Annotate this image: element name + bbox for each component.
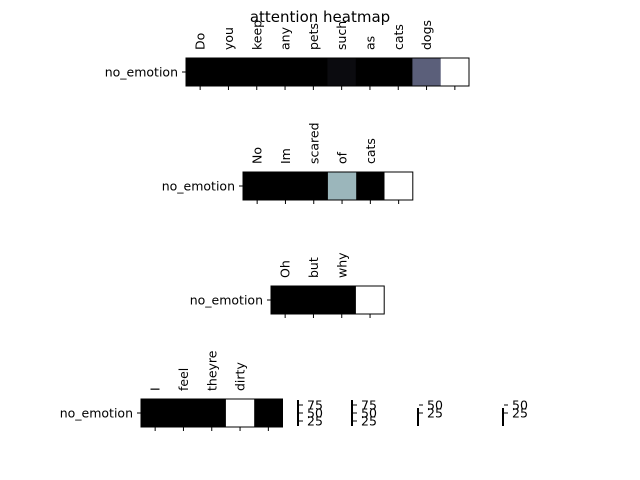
heatmap-cell: [242, 58, 272, 86]
token-label: as: [362, 36, 377, 50]
colorbar-tick-label: 25: [361, 414, 377, 429]
heatmap-cell: [169, 399, 198, 427]
figure-title: attention heatmap: [250, 8, 390, 26]
heatmap-cell: [327, 286, 357, 314]
heatmap-cell: [327, 172, 357, 200]
token-label: why: [334, 252, 349, 278]
colorbar-bar: [417, 408, 419, 426]
token-label: scared: [306, 122, 321, 164]
heatmap-cell: [254, 399, 283, 427]
heatmap-cell: [299, 286, 328, 314]
heatmap-cell: [384, 172, 414, 200]
heatmap-cell: [355, 286, 385, 314]
token-label: keep: [249, 20, 264, 50]
row-label: no_emotion: [105, 65, 178, 80]
heatmap-cell: [299, 172, 329, 200]
heatmap-cell: [141, 399, 170, 427]
colorbar-tick-label: 50: [427, 398, 443, 413]
heatmap-panel-3: no_emotion Oh but why: [190, 252, 385, 318]
heatmap-cell: [355, 58, 385, 86]
heatmap-cell: [356, 172, 385, 200]
heatmap-cell: [384, 58, 413, 86]
token-label: such: [334, 21, 349, 50]
heatmap-cell: [197, 399, 227, 427]
colorbar-bar: [297, 400, 299, 426]
token-label: cats: [363, 138, 378, 164]
heatmap-panel-1: no_emotion Do you keep any pets such as cats dogs: [105, 20, 470, 90]
token-label: pets: [306, 23, 321, 50]
token-label: No: [250, 147, 265, 164]
colorbar-tick-label: 25: [427, 406, 443, 421]
heatmap-panel-2: no_emotion No Im scared of cats: [162, 122, 414, 204]
token-label: dogs: [419, 20, 434, 50]
heatmap-panel-4: no_emotion I feel theyre dirty: [60, 350, 283, 431]
heatmap-cell: [270, 58, 300, 86]
token-label: cats: [391, 24, 406, 50]
colorbar-tick-label: 50: [361, 406, 377, 421]
heatmap-cell: [214, 58, 243, 86]
token-label: Do: [193, 33, 208, 50]
colorbar-tick-label: 50: [307, 406, 323, 421]
heatmap-cell: [440, 58, 470, 86]
row-label: no_emotion: [190, 293, 263, 308]
token-label: I: [148, 387, 163, 391]
colorbar-bar: [502, 408, 504, 426]
colorbar-tick-label: 75: [361, 398, 377, 413]
token-label: Im: [278, 148, 293, 164]
token-label: you: [221, 27, 236, 50]
colorbar-bar: [351, 400, 353, 426]
heatmap-cell: [271, 286, 300, 314]
row-label: no_emotion: [60, 406, 133, 421]
row-label: no_emotion: [162, 179, 235, 194]
colorbar-tick-label: 25: [307, 414, 323, 429]
heatmap-cell: [243, 172, 272, 200]
colorbar-tick-label: 25: [512, 406, 528, 421]
token-label: any: [278, 26, 293, 50]
heatmap-cell: [299, 58, 328, 86]
token-label: theyre: [204, 350, 219, 391]
colorbar-tick-label: 75: [307, 398, 323, 413]
heatmap-cell: [225, 399, 255, 427]
token-label: but: [306, 257, 321, 278]
token-label: dirty: [233, 362, 248, 391]
token-label: of: [335, 151, 350, 164]
heatmap-cell: [327, 58, 357, 86]
heatmap-cell: [186, 58, 215, 86]
token-label: feel: [176, 368, 191, 391]
heatmap-cell: [412, 58, 442, 86]
token-label: Oh: [278, 260, 293, 278]
colorbar-tick-label: 50: [512, 398, 528, 413]
heatmap-cell: [271, 172, 300, 200]
